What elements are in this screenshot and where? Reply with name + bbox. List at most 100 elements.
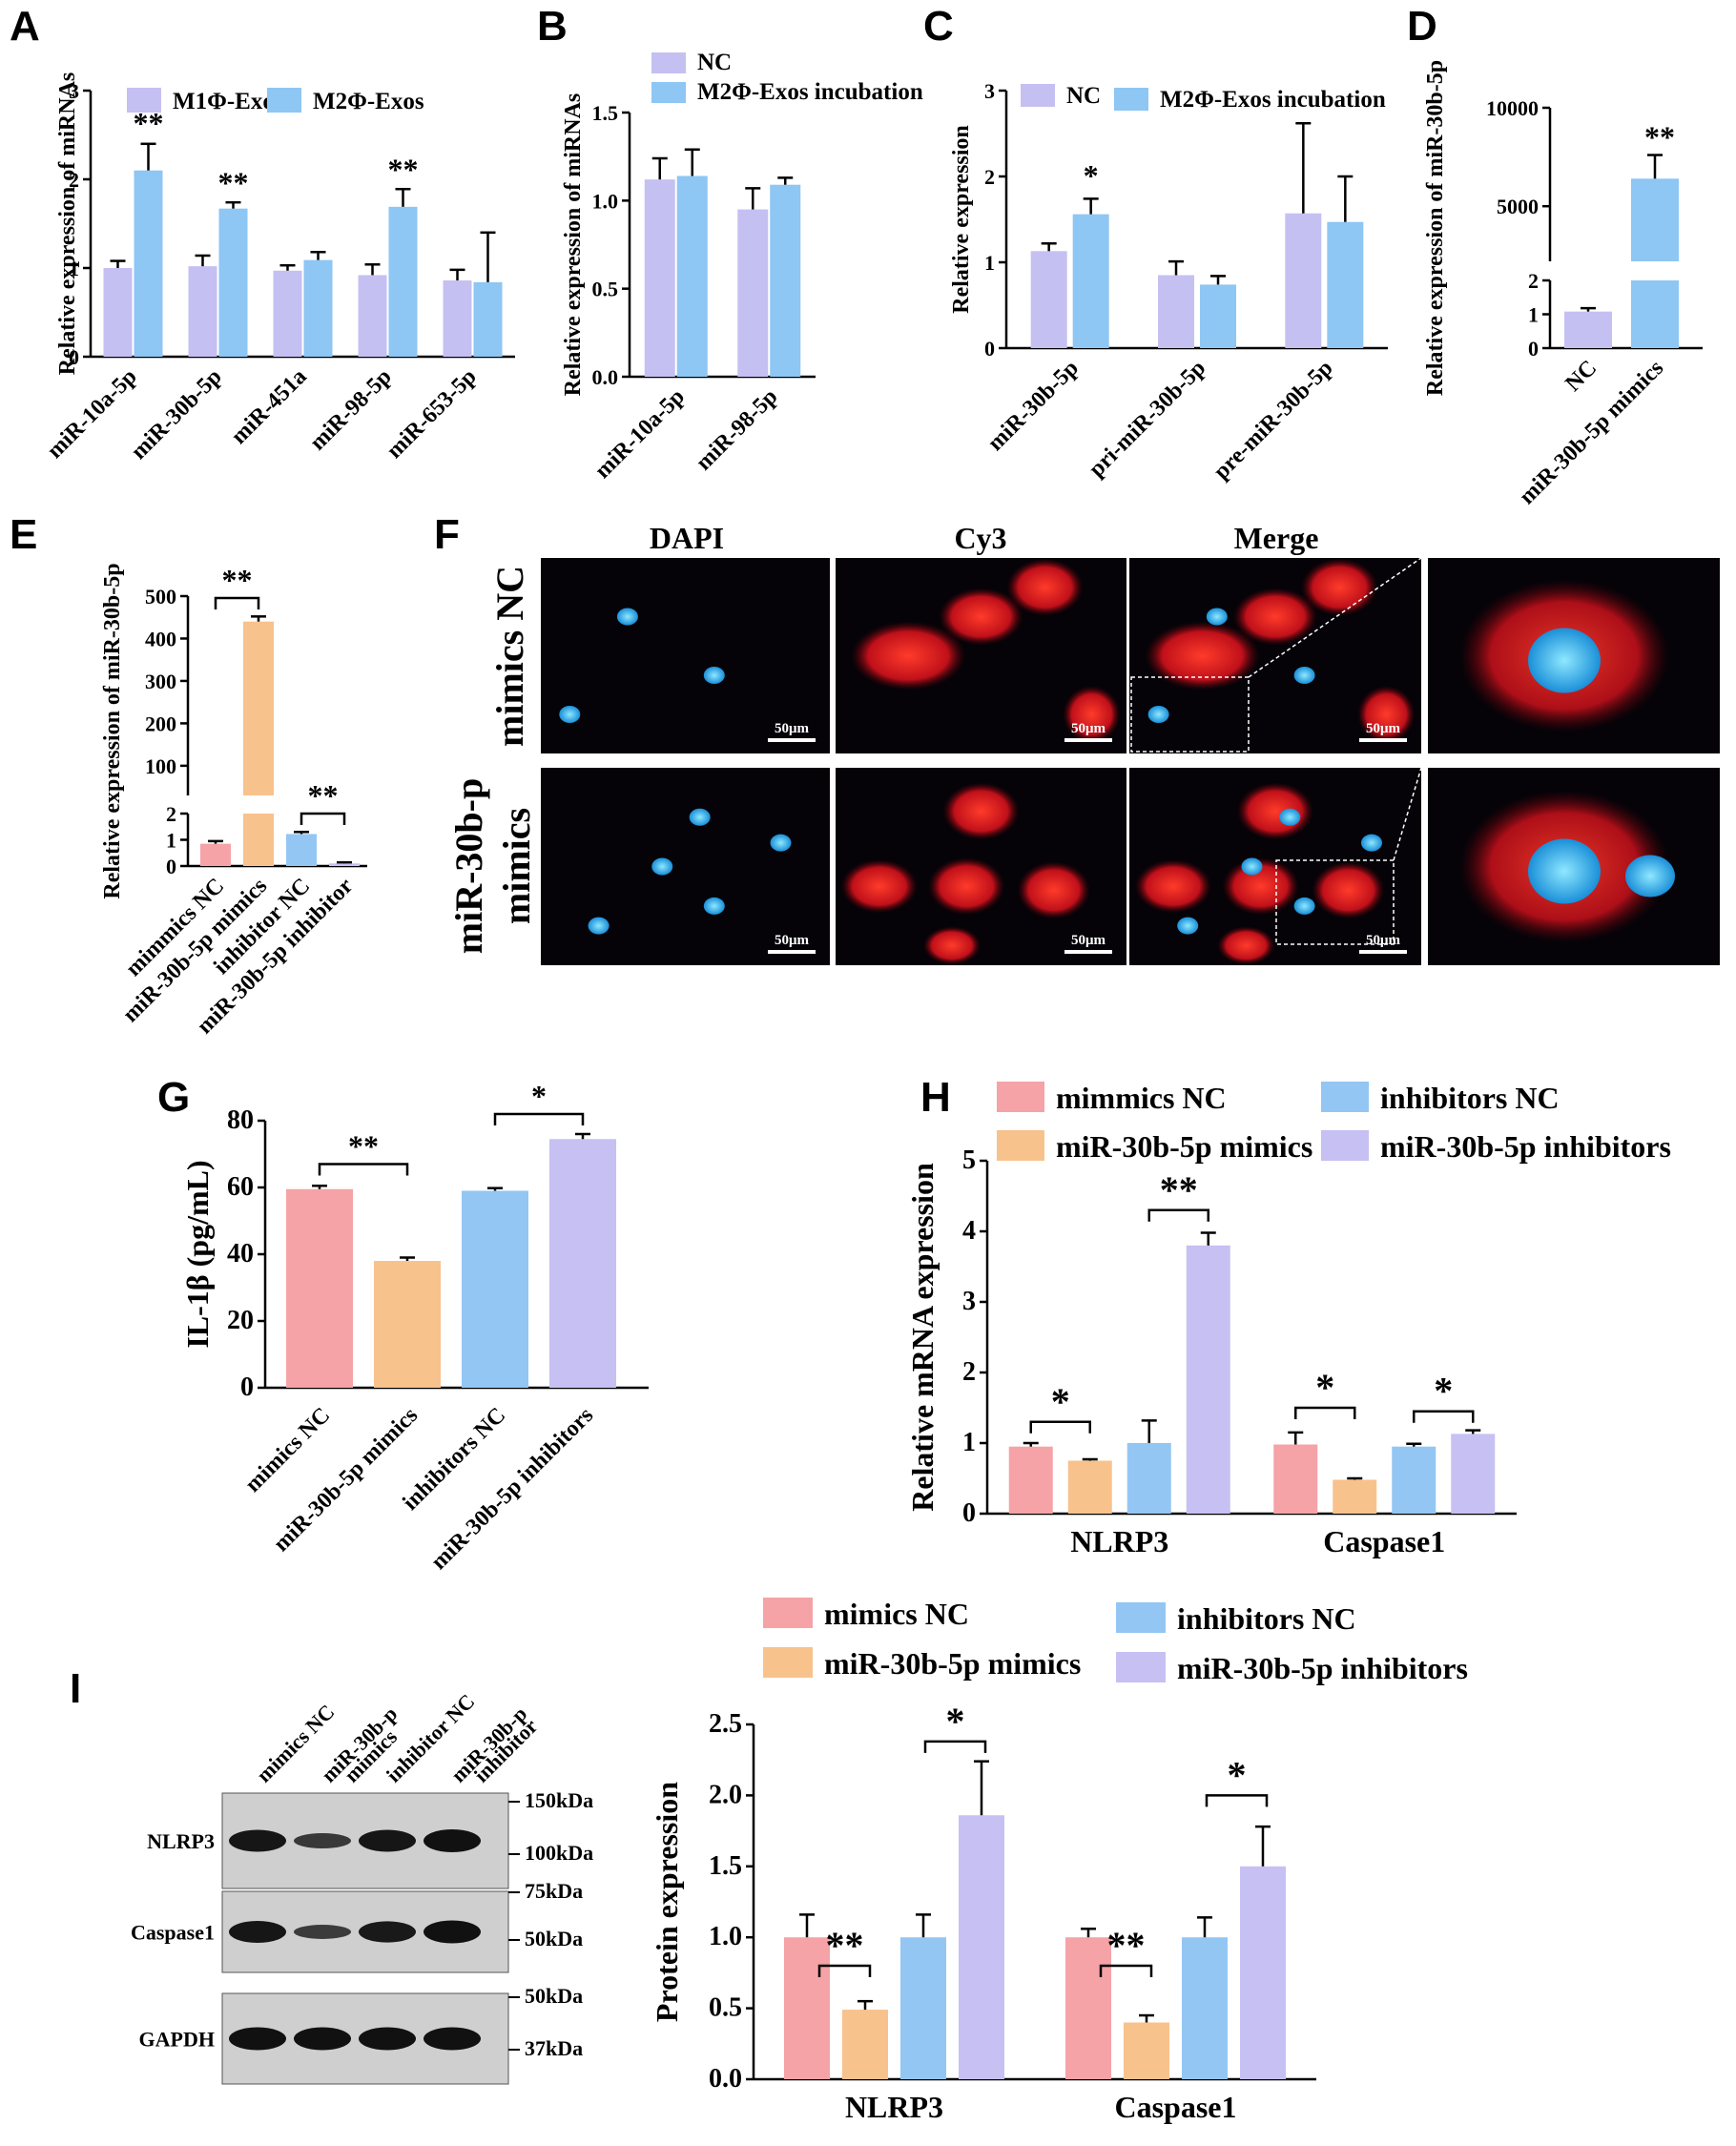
- chart-a-legend-item: M2Φ-Exos: [313, 89, 424, 114]
- panel-letter-i: I: [70, 1665, 81, 1712]
- column-title-cy3: Cy3: [954, 521, 1006, 555]
- blot-band: [294, 2027, 351, 2051]
- chart-c-legend-item: NC: [1066, 83, 1101, 109]
- chart-h-ytick-label: 5: [962, 1145, 976, 1175]
- chart-a-legend-item-swatch: [267, 88, 301, 113]
- panel-letter-c: C: [923, 3, 954, 50]
- chart-h-significance-bracket: [1029, 1420, 1091, 1434]
- chart-i-legend-item: inhibitors NC: [1177, 1601, 1356, 1636]
- chart-a-category: miR-451a: [227, 364, 312, 449]
- chart-i-legend-item: miR-30b-5p mimics: [824, 1646, 1081, 1681]
- chart-b-legend-item-swatch: [651, 52, 686, 73]
- chart-i-bar: [900, 1937, 946, 2079]
- row-title-mimics: mimics: [495, 808, 538, 924]
- chart-d-ytick-label: 2: [1528, 269, 1539, 293]
- chart-d-category: NC: [1560, 356, 1602, 397]
- marker-label: 50kDa: [525, 1984, 583, 2008]
- chart-h-ytick-label: 3: [962, 1287, 976, 1316]
- chart-i-category: NLRP3: [845, 2090, 943, 2124]
- nucleus: [770, 834, 792, 852]
- chart-e-ytick-label: 100: [145, 754, 176, 778]
- nucleus: [1206, 608, 1228, 626]
- chart-c-ytick-label: 3: [984, 79, 995, 103]
- zoom-guide: [1393, 767, 1422, 861]
- panel-letter-h: H: [920, 1074, 951, 1121]
- panel-letter-f: F: [434, 511, 460, 558]
- chart-g-ylabel: IL-1β (pg/mL): [180, 1160, 215, 1348]
- chart-c-category: pre-miR-30b-5p: [1209, 356, 1338, 485]
- chart-c-bar: [1072, 214, 1109, 348]
- scale-bar-label: 50μm: [1366, 933, 1401, 948]
- nucleus: [1279, 808, 1301, 826]
- chart-g-significance-bracket: [318, 1163, 409, 1176]
- scale-bar-label: 50μm: [1071, 933, 1106, 948]
- chart-g-bar: [286, 1188, 353, 1388]
- blot-band: [359, 1829, 416, 1852]
- zoom-guide: [1248, 557, 1422, 678]
- blot-band: [424, 1920, 481, 1944]
- zoom-box: [1275, 859, 1395, 945]
- panel-letter-b: B: [537, 3, 568, 50]
- chart-b-bar: [737, 209, 769, 377]
- chart-b-legend-item: NC: [697, 50, 732, 75]
- chart-e-ytick-label: 300: [145, 670, 176, 693]
- chart-i-significance-bracket: [923, 1740, 987, 1753]
- chart-h-bar: [1067, 1460, 1112, 1514]
- chart-g-bar: [549, 1139, 616, 1388]
- blot-band: [294, 1925, 351, 1939]
- cell-body: [1006, 558, 1084, 616]
- cell-body: [840, 859, 918, 914]
- nucleus: [689, 808, 711, 826]
- chart-a-category: miR-98-5p: [305, 364, 397, 456]
- chart-h-significance-bracket: [1147, 1208, 1209, 1222]
- marker-label: 150kDa: [525, 1788, 593, 1812]
- chart-i-ytick-label: 2.0: [709, 1780, 742, 1809]
- chart-h-significance: *: [1434, 1370, 1453, 1413]
- chart-b-bar: [644, 179, 675, 377]
- chart-h-significance-bracket: [1294, 1406, 1356, 1419]
- chart-g-bar: [462, 1190, 528, 1388]
- cell-body: [1222, 857, 1299, 916]
- chart-b-ytick-label: 0.5: [592, 278, 619, 301]
- scale-bar-label: 50μm: [1071, 721, 1106, 736]
- chart-i-bar: [959, 1815, 1004, 2079]
- scale-bar-label: 50μm: [775, 933, 810, 948]
- chart-e-significance: **: [222, 563, 253, 597]
- chart-i-significance: *: [946, 1700, 965, 1743]
- chart-c-legend-item-swatch: [1114, 88, 1148, 111]
- chart-a-bar: [443, 280, 472, 357]
- chart-a-bar: [188, 266, 217, 357]
- blot-band: [359, 1921, 416, 1943]
- cell-body: [942, 782, 1020, 840]
- chart-i-legend-item-swatch: [763, 1598, 813, 1628]
- chart-a-ytick-label: 1: [69, 257, 79, 280]
- chart-b-category: miR-98-5p: [692, 384, 783, 476]
- chart-e-significance-bracket: [300, 812, 346, 825]
- chart-c-category: pri-miR-30b-5p: [1085, 356, 1210, 482]
- chart-c-legend-item-swatch: [1021, 84, 1055, 107]
- chart-h-significance: *: [1315, 1366, 1334, 1409]
- nucleus: [651, 857, 673, 876]
- chart-a-ytick-label: 0: [69, 345, 79, 369]
- chart-h-legend-item-swatch: [1321, 1130, 1369, 1161]
- chart-g-significance: **: [348, 1129, 379, 1164]
- chart-b-legend-item: M2Φ-Exos incubation: [697, 79, 923, 105]
- chart-e-ytick-label: 2: [166, 802, 176, 826]
- cell-body: [1134, 859, 1211, 914]
- chart-a-bar: [358, 275, 387, 357]
- cell-body: [1301, 558, 1378, 616]
- chart-h-significance: *: [1051, 1380, 1070, 1423]
- chart-c-ytick-label: 2: [984, 165, 995, 189]
- scale-bar-label: 50μm: [775, 721, 810, 736]
- chart-i-ylabel: Protein expression: [650, 1782, 684, 2022]
- chart-g-significance-bracket: [493, 1112, 585, 1125]
- chart-i-legend-item-swatch: [1116, 1602, 1166, 1633]
- nucleus: [1293, 897, 1315, 915]
- blot-row-label: NLRP3: [147, 1829, 215, 1853]
- chart-c-ytick-label: 0: [984, 337, 995, 361]
- chart-c-ytick-label: 1: [984, 251, 995, 275]
- chart-h-bar: [1451, 1434, 1496, 1514]
- chart-i-ytick-label: 1.0: [709, 1922, 742, 1951]
- blot-row-label: GAPDH: [139, 2028, 215, 2052]
